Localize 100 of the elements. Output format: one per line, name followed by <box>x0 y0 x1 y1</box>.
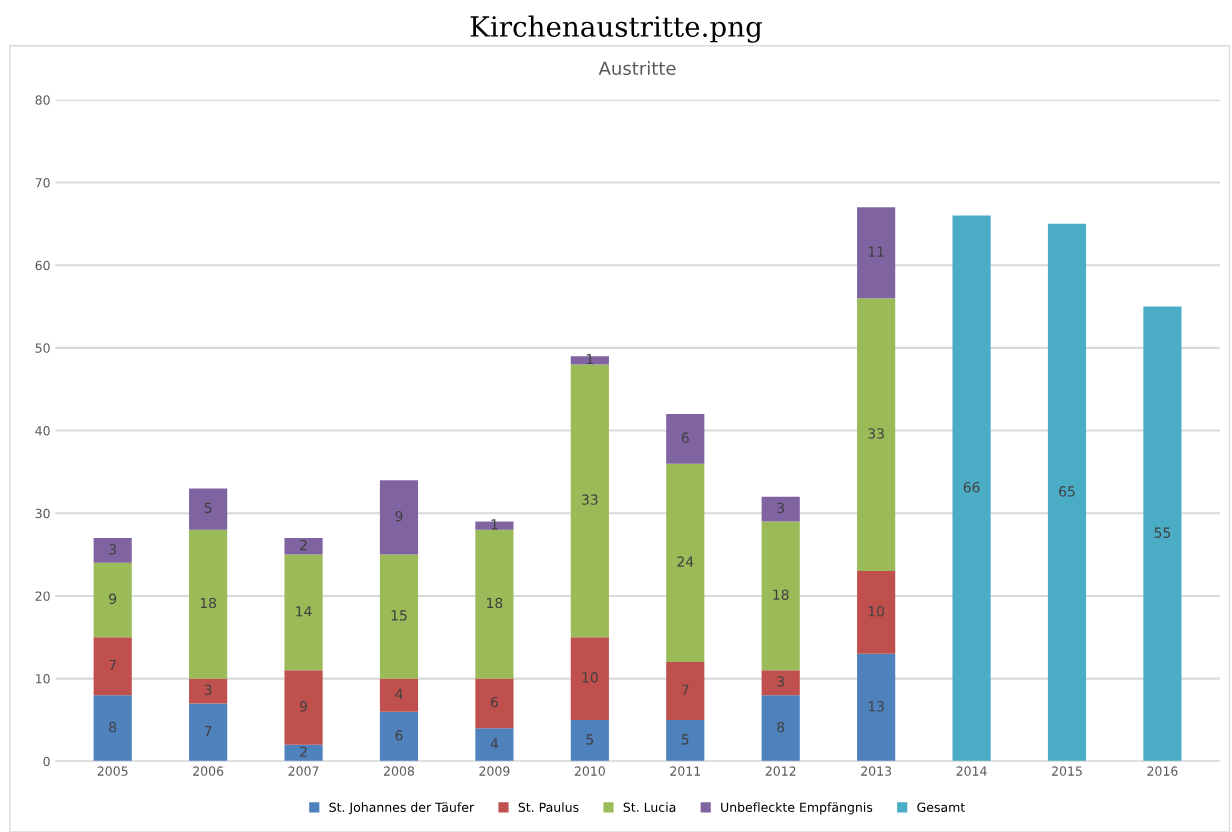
bar <box>189 529 228 679</box>
data-label: 18 <box>200 597 217 609</box>
data-label: 11 <box>868 246 884 257</box>
bar <box>284 538 323 555</box>
chart-title: Kirchenaustritte.png <box>470 15 763 43</box>
x-tick-label: 2007 <box>288 766 319 776</box>
y-tick-label: 20 <box>35 591 50 601</box>
data-label: 15 <box>391 610 407 621</box>
data-label: 8 <box>109 721 117 733</box>
bar <box>857 207 896 299</box>
bar <box>475 728 514 762</box>
data-label: 9 <box>395 510 403 522</box>
x-tick-label: 2016 <box>1147 766 1178 776</box>
y-tick-label: 0 <box>43 756 50 767</box>
data-label: 5 <box>586 734 594 745</box>
bar <box>475 529 514 679</box>
x-tick-label: 2010 <box>574 766 605 776</box>
y-tick-label: 40 <box>35 426 50 436</box>
x-tick-label: 2014 <box>956 766 987 776</box>
data-label: 2 <box>300 746 307 757</box>
data-label: 3 <box>204 684 212 696</box>
data-label: 33 <box>582 494 598 505</box>
legend-label: St. Paulus <box>518 802 579 812</box>
bar <box>475 521 514 530</box>
data-label: 55 <box>1154 527 1171 538</box>
bar <box>189 703 228 762</box>
x-tick-label: 2015 <box>1052 766 1082 776</box>
data-label: 4 <box>490 738 499 749</box>
bar <box>379 711 419 762</box>
x-tick-label: 2009 <box>479 766 510 776</box>
bar <box>761 521 800 671</box>
data-label: 7 <box>109 659 116 671</box>
data-label: 1 <box>586 353 593 365</box>
bar <box>93 637 132 696</box>
y-tick-label: 80 <box>35 95 50 105</box>
bar <box>189 488 228 530</box>
data-label: 1 <box>491 519 498 530</box>
data-label: 10 <box>582 672 598 683</box>
data-label: 24 <box>677 556 694 567</box>
bar <box>93 538 132 563</box>
y-tick-label: 50 <box>35 343 50 353</box>
data-label: 5 <box>204 502 212 514</box>
bar <box>284 554 323 671</box>
x-tick-label: 2005 <box>97 766 128 776</box>
data-label: 66 <box>963 481 980 493</box>
data-label: 7 <box>682 684 689 695</box>
bar <box>570 637 609 720</box>
data-label: 4 <box>395 688 403 699</box>
data-label: 9 <box>300 701 307 712</box>
bar <box>761 670 800 696</box>
bar <box>93 562 132 638</box>
x-tick-label: 2013 <box>861 766 892 776</box>
bar <box>857 571 896 654</box>
x-tick-label: 2011 <box>670 766 701 776</box>
y-tick-label: 10 <box>36 674 50 684</box>
bar <box>570 356 609 365</box>
bar <box>857 298 896 572</box>
data-label: 10 <box>868 605 885 617</box>
y-tick-label: 60 <box>35 260 50 271</box>
bar <box>570 364 609 638</box>
data-label: 6 <box>681 432 689 443</box>
data-label: 3 <box>777 676 785 687</box>
x-tick-label: 2012 <box>765 766 796 776</box>
y-tick-label: 30 <box>35 508 50 519</box>
data-label: 6 <box>395 730 403 741</box>
x-tick-label: 2006 <box>193 766 224 776</box>
legend-label: Gesamt <box>917 802 965 812</box>
data-label: 3 <box>109 543 116 555</box>
data-label: 5 <box>681 734 689 745</box>
data-label: 14 <box>296 606 312 617</box>
chart-subtitle: Austritte <box>598 61 676 76</box>
bar <box>379 678 419 712</box>
bar <box>1047 223 1087 762</box>
bar <box>761 496 800 522</box>
data-label: 18 <box>773 589 789 600</box>
data-label: 7 <box>204 726 212 737</box>
data-label: 2 <box>300 539 307 551</box>
bar <box>666 414 705 464</box>
bar <box>284 744 323 762</box>
y-tick-label: 70 <box>35 177 50 188</box>
data-label: 18 <box>487 597 503 609</box>
data-label: 33 <box>868 428 884 439</box>
bar <box>666 719 705 762</box>
bar <box>666 463 705 663</box>
bar <box>857 653 896 762</box>
data-label: 3 <box>777 502 785 514</box>
bar <box>570 719 609 762</box>
legend-label: St. Johannes der Täufer <box>329 802 475 815</box>
legend-label: St. Lucia <box>623 802 676 812</box>
data-label: 8 <box>777 721 785 733</box>
bar <box>379 554 419 679</box>
data-label: 6 <box>490 696 498 708</box>
data-label: 9 <box>109 593 117 605</box>
bar <box>666 662 705 720</box>
bar <box>1143 306 1182 762</box>
legend-label: Unbefleckte Empfängnis <box>721 802 873 815</box>
x-tick-label: 2008 <box>384 766 415 776</box>
bar <box>379 480 419 555</box>
bar <box>475 678 514 729</box>
bar <box>284 670 323 745</box>
